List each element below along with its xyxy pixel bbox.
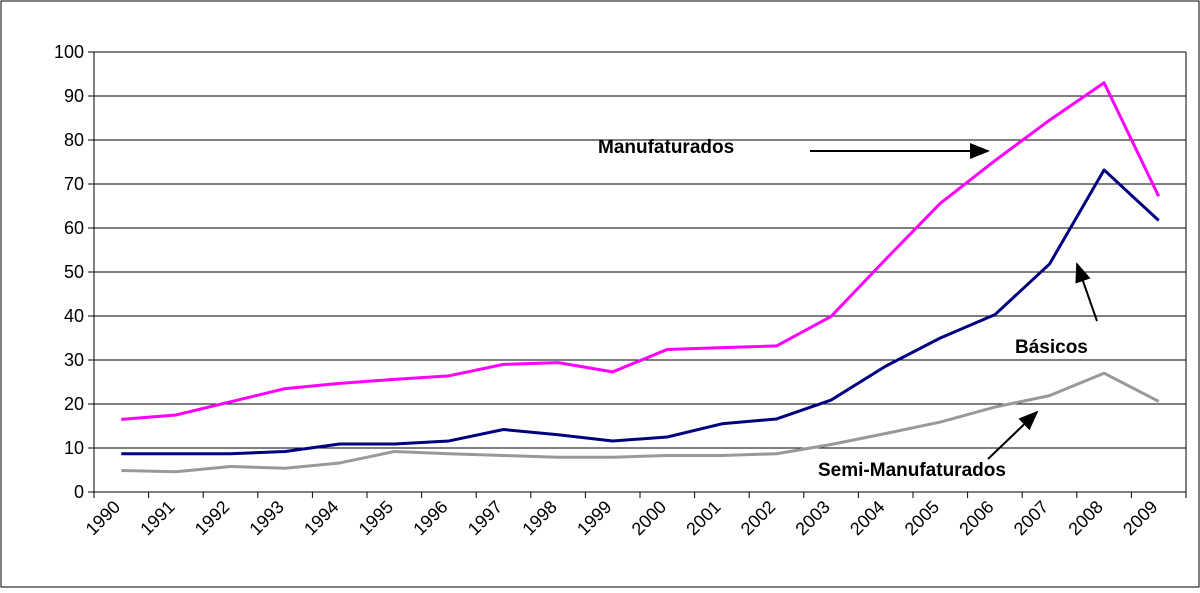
series-line	[121, 371, 1160, 474]
arrow	[987, 410, 1039, 460]
y-tick-label: 10	[64, 438, 84, 458]
y-tick-label: 90	[64, 86, 84, 106]
y-tick-label: 40	[64, 306, 84, 326]
y-tick-label: 60	[64, 218, 84, 238]
annotation: Semi-Manufaturados	[818, 460, 1006, 481]
annotation: Básicos	[1015, 337, 1088, 358]
series-line	[121, 81, 1161, 421]
y-tick-label: 50	[64, 262, 84, 282]
arrow	[1075, 262, 1098, 322]
y-tick-label: 70	[64, 174, 84, 194]
y-tick-label: 20	[64, 394, 84, 414]
y-tick-label: 0	[74, 482, 84, 502]
annotation: Manufaturados	[598, 137, 734, 158]
y-tick-label: 80	[64, 130, 84, 150]
series-line	[121, 168, 1160, 456]
y-tick-label: 100	[54, 42, 84, 62]
y-tick-label: 30	[64, 350, 84, 370]
